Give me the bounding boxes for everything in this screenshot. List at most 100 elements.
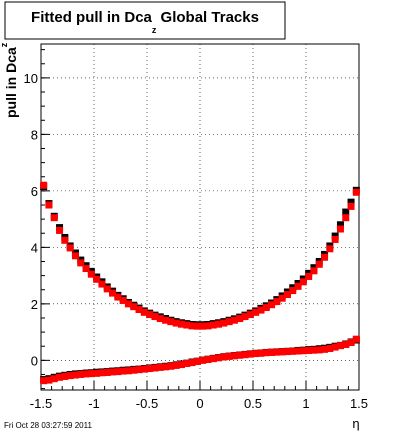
data-point	[156, 363, 164, 371]
data-point	[87, 270, 95, 278]
data-point	[66, 372, 74, 380]
data-point	[241, 313, 249, 321]
data-point	[50, 375, 58, 383]
x-tick-label: 1	[302, 396, 309, 411]
data-point	[167, 318, 175, 326]
data-point	[342, 341, 350, 349]
data-point	[50, 214, 58, 222]
data-point	[236, 315, 244, 323]
data-point	[177, 320, 185, 328]
x-axis-label: η	[352, 416, 359, 431]
data-point	[93, 275, 101, 283]
data-point	[220, 319, 228, 327]
data-point	[347, 339, 355, 347]
data-point	[199, 356, 207, 364]
data-point	[109, 368, 117, 376]
data-point	[342, 214, 350, 222]
data-point	[199, 322, 207, 330]
data-point	[336, 342, 344, 350]
y-tick-label: 2	[31, 297, 38, 312]
data-point	[172, 361, 180, 369]
data-point	[82, 370, 90, 378]
x-tick-label: 0.5	[244, 396, 262, 411]
data-point	[167, 362, 175, 370]
data-point	[151, 364, 159, 372]
data-point	[336, 225, 344, 233]
data-point	[209, 321, 217, 329]
x-tick-label: -0.5	[136, 396, 158, 411]
data-point	[209, 355, 217, 363]
data-point	[140, 365, 148, 373]
title-main: Fitted pull in Dca	[31, 9, 152, 26]
data-point	[151, 313, 159, 321]
title-subscript: z	[152, 25, 157, 35]
data-point	[230, 316, 238, 324]
data-point	[278, 294, 286, 302]
data-point	[124, 300, 132, 308]
data-point	[56, 226, 64, 234]
data-point	[162, 316, 170, 324]
data-point	[342, 208, 350, 216]
data-point	[305, 346, 313, 354]
title-box: Fitted pull in Dcaz Global Tracks	[4, 1, 286, 40]
data-point	[215, 354, 223, 362]
footer-timestamp: Fri Oct 28 03:27:59 2011	[4, 421, 92, 430]
data-point	[146, 365, 154, 373]
data-point	[193, 322, 201, 330]
data-point	[61, 372, 69, 380]
data-point	[347, 198, 355, 206]
data-point	[246, 350, 254, 358]
data-point	[326, 344, 334, 352]
data-point	[162, 363, 170, 371]
data-markers	[40, 181, 360, 385]
data-point	[220, 353, 228, 361]
series-1	[40, 181, 360, 330]
data-point	[236, 351, 244, 359]
data-point	[230, 352, 238, 360]
data-point	[130, 303, 138, 311]
data-point	[40, 181, 48, 189]
data-point	[87, 370, 95, 378]
data-point	[204, 322, 212, 330]
data-point	[61, 236, 69, 244]
data-point	[172, 319, 180, 327]
data-point	[252, 350, 260, 358]
data-point	[135, 366, 143, 374]
data-point	[299, 347, 307, 355]
data-point	[326, 245, 334, 253]
data-point	[193, 357, 201, 365]
data-point	[252, 308, 260, 316]
data-point	[321, 345, 329, 353]
data-point	[77, 370, 85, 378]
data-point	[183, 321, 191, 329]
data-point	[183, 359, 191, 367]
data-point	[294, 347, 302, 355]
data-point	[98, 369, 106, 377]
data-point	[262, 304, 270, 312]
title-suffix: Global Tracks	[156, 9, 259, 26]
data-point	[119, 367, 127, 375]
data-point	[119, 296, 127, 304]
data-point	[283, 291, 291, 299]
y-axis-label: pull in Dcaz	[0, 42, 19, 118]
data-point	[215, 320, 223, 328]
data-point	[257, 306, 265, 314]
y-tick-label: 6	[31, 184, 38, 199]
data-point	[315, 260, 323, 268]
data-point	[289, 347, 297, 355]
data-point	[257, 349, 265, 357]
y-tick-label: 0	[31, 353, 38, 368]
chart-title: Fitted pull in Dcaz Global Tracks	[31, 9, 259, 35]
data-point	[352, 335, 360, 343]
data-point	[114, 293, 122, 301]
data-point	[321, 253, 329, 261]
data-point	[310, 346, 318, 354]
data-point	[66, 244, 74, 252]
data-point	[140, 308, 148, 316]
data-point	[241, 351, 249, 359]
data-point	[331, 343, 339, 351]
data-point	[310, 267, 318, 275]
data-point	[225, 352, 233, 360]
y-tick-label: 10	[24, 71, 38, 86]
